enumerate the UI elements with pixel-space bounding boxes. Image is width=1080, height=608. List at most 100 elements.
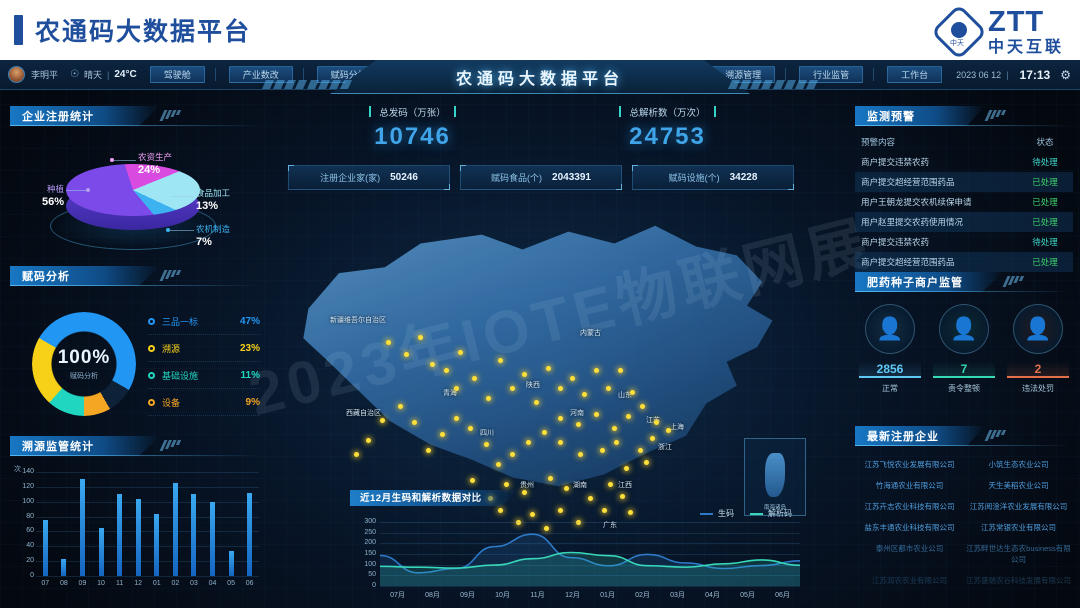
map-hotspot-dot[interactable] bbox=[510, 386, 515, 391]
kpi-cell-enterprises[interactable]: 注册企业家(家) 50246 bbox=[288, 165, 450, 190]
map-hotspot-dot[interactable] bbox=[594, 412, 599, 417]
map-hotspot-dot[interactable] bbox=[380, 418, 385, 423]
table-row[interactable]: 商户提交超经营范围药品 已处理 bbox=[855, 252, 1073, 272]
map-hotspot-dot[interactable] bbox=[542, 430, 547, 435]
map-hotspot-dot[interactable] bbox=[644, 460, 649, 465]
table-row[interactable]: 商户提交违禁农药 待处理 bbox=[855, 232, 1073, 252]
map-hotspot-dot[interactable] bbox=[366, 438, 371, 443]
map-hotspot-dot[interactable] bbox=[654, 420, 659, 425]
coding-donut-chart[interactable]: 100% 赋码分析 三品一标 47% 溯源 23% 基础设施 11% 设备 9% bbox=[10, 294, 265, 434]
coding-legend-item[interactable]: 设备 9% bbox=[148, 389, 260, 416]
bar-column[interactable] bbox=[203, 472, 222, 576]
table-row[interactable]: 用户赵里提交农药使用情况 已处理 bbox=[855, 212, 1073, 232]
map-hotspot-dot[interactable] bbox=[412, 420, 417, 425]
map-hotspot-dot[interactable] bbox=[510, 452, 515, 457]
map-hotspot-dot[interactable] bbox=[472, 376, 477, 381]
table-row[interactable]: 用户王朝龙提交农机续保申请 已处理 bbox=[855, 192, 1073, 212]
list-item[interactable]: 江苏阅淦洋农业发展有限公司 bbox=[969, 502, 1068, 511]
map-hotspot-dot[interactable] bbox=[548, 476, 553, 481]
map-hotspot-dot[interactable] bbox=[454, 386, 459, 391]
map-hotspot-dot[interactable] bbox=[624, 466, 629, 471]
list-item[interactable]: 泰州区都市农业公司 bbox=[875, 544, 944, 553]
map-hotspot-dot[interactable] bbox=[440, 432, 445, 437]
trace-bar-chart[interactable]: 次 0 20 40 60 80 100 120 140 07 08 09 10 11 12 01 02 03 0… bbox=[10, 466, 265, 606]
list-item[interactable]: 江苏畔世达生态农business有限公司 bbox=[966, 544, 1071, 564]
legend-item-generated[interactable]: 生码 bbox=[700, 508, 734, 519]
map-hotspot-dot[interactable] bbox=[608, 482, 613, 487]
bar-column[interactable] bbox=[147, 472, 166, 576]
map-hotspot-dot[interactable] bbox=[354, 452, 359, 457]
map-hotspot-dot[interactable] bbox=[426, 448, 431, 453]
map-hotspot-dot[interactable] bbox=[444, 368, 449, 373]
nav-button-workbench[interactable]: 工作台 bbox=[887, 66, 943, 83]
map-hotspot-dot[interactable] bbox=[576, 422, 581, 427]
coding-legend-item[interactable]: 溯源 23% bbox=[148, 335, 260, 362]
table-row[interactable]: 商户提交违禁农药 待处理 bbox=[855, 152, 1073, 172]
nav-button-cockpit[interactable]: 驾驶舱 bbox=[149, 66, 205, 83]
map-hotspot-dot[interactable] bbox=[570, 376, 575, 381]
map-hotspot-dot[interactable] bbox=[496, 462, 501, 467]
coding-legend-item[interactable]: 三品一标 47% bbox=[148, 308, 260, 335]
map-hotspot-dot[interactable] bbox=[558, 440, 563, 445]
map-hotspot-dot[interactable] bbox=[558, 416, 563, 421]
gear-icon[interactable]: ⚙ bbox=[1060, 67, 1071, 82]
avatar[interactable] bbox=[8, 66, 25, 83]
map-hotspot-dot[interactable] bbox=[588, 496, 593, 501]
map-hotspot-dot[interactable] bbox=[564, 486, 569, 491]
list-item[interactable]: 江苏润农农业有限公司 bbox=[872, 576, 947, 585]
nav-button-industry[interactable]: 产业数改 bbox=[228, 66, 293, 83]
bar-column[interactable] bbox=[73, 472, 92, 576]
kpi-cell-food[interactable]: 赋码食品(个) 2043391 bbox=[460, 165, 622, 190]
map-hotspot-dot[interactable] bbox=[620, 494, 625, 499]
list-item[interactable]: 天生美稻农业公司 bbox=[988, 481, 1049, 490]
map-hotspot-dot[interactable] bbox=[546, 366, 551, 371]
map-hotspot-dot[interactable] bbox=[544, 526, 549, 531]
map-hotspot-dot[interactable] bbox=[418, 335, 423, 340]
bar-column[interactable] bbox=[36, 472, 55, 576]
map-hotspot-dot[interactable] bbox=[398, 404, 403, 409]
bar-column[interactable] bbox=[129, 472, 148, 576]
map-hotspot-dot[interactable] bbox=[526, 440, 531, 445]
map-hotspot-dot[interactable] bbox=[582, 392, 587, 397]
merchant-stat[interactable]: 👤 2856 正常 bbox=[859, 304, 921, 394]
map-hotspot-dot[interactable] bbox=[522, 372, 527, 377]
map-hotspot-dot[interactable] bbox=[486, 396, 491, 401]
merchant-stat[interactable]: 👤 2 违法处罚 bbox=[1007, 304, 1069, 394]
map-hotspot-dot[interactable] bbox=[606, 386, 611, 391]
map-hotspot-dot[interactable] bbox=[498, 358, 503, 363]
map-hotspot-dot[interactable] bbox=[602, 508, 607, 513]
bar-column[interactable] bbox=[240, 472, 259, 576]
map-hotspot-dot[interactable] bbox=[454, 416, 459, 421]
map-hotspot-dot[interactable] bbox=[666, 428, 671, 433]
list-item[interactable]: 竹海通农业有限公司 bbox=[875, 481, 944, 490]
map-hotspot-dot[interactable] bbox=[578, 452, 583, 457]
list-item[interactable]: 江苏卉志农业科技有限公司 bbox=[864, 502, 955, 511]
map-hotspot-dot[interactable] bbox=[618, 368, 623, 373]
bar-column[interactable] bbox=[166, 472, 185, 576]
map-hotspot-dot[interactable] bbox=[458, 350, 463, 355]
map-hotspot-dot[interactable] bbox=[626, 414, 631, 419]
map-hotspot-dot[interactable] bbox=[594, 368, 599, 373]
map-hotspot-dot[interactable] bbox=[470, 478, 475, 483]
china-map[interactable]: 新疆维吾尔自治区 西藏自治区 青海 四川 贵州 内蒙古 陕西 河南 山东 江苏 上海 浙江 湖南 江西 广东… bbox=[258, 190, 828, 531]
bar-column[interactable] bbox=[55, 472, 74, 576]
merchant-stat[interactable]: 👤 7 责令整顿 bbox=[933, 304, 995, 394]
list-item[interactable]: 江苏飞悦农业发展有限公司 bbox=[864, 460, 955, 469]
map-hotspot-dot[interactable] bbox=[650, 436, 655, 441]
map-hotspot-dot[interactable] bbox=[534, 400, 539, 405]
map-hotspot-dot[interactable] bbox=[484, 442, 489, 447]
table-row[interactable]: 商户提交超经营范围药品 已处理 bbox=[855, 172, 1073, 192]
map-hotspot-dot[interactable] bbox=[530, 512, 535, 517]
map-hotspot-dot[interactable] bbox=[404, 352, 409, 357]
trend-line-chart[interactable]: 近12月生码和解析数据对比 生码 解析码 0 50 100 150 200 250 300 … bbox=[350, 490, 820, 608]
legend-item-resolved[interactable]: 解析码 bbox=[750, 508, 792, 519]
bar-column[interactable] bbox=[222, 472, 241, 576]
map-hotspot-dot[interactable] bbox=[504, 482, 509, 487]
list-item[interactable]: 江苏常银农业有限公司 bbox=[981, 523, 1056, 532]
map-hotspot-dot[interactable] bbox=[576, 520, 581, 525]
map-hotspot-dot[interactable] bbox=[600, 448, 605, 453]
list-item[interactable]: 江苏盛瑞农谷科技发展有限公司 bbox=[966, 576, 1071, 585]
map-hotspot-dot[interactable] bbox=[628, 510, 633, 515]
map-hotspot-dot[interactable] bbox=[516, 520, 521, 525]
kpi-cell-facility[interactable]: 赋码设施(个) 34228 bbox=[632, 165, 794, 190]
